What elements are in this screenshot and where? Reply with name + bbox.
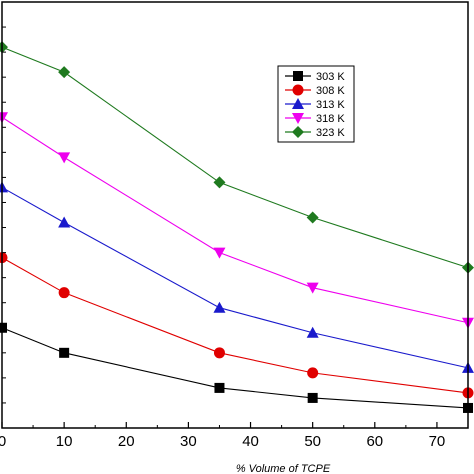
series-line (1, 46, 469, 269)
legend: 303 K 308 K 313 K 318 K 323 K (277, 65, 355, 143)
data-point (58, 66, 71, 79)
legend-marker (292, 126, 304, 138)
data-point (306, 282, 319, 294)
x-tick-label: 0 (0, 433, 6, 450)
legend-marker (292, 113, 304, 124)
series-313-k (0, 181, 474, 373)
legend-marker (292, 84, 304, 96)
x-tick-label: 40 (242, 433, 259, 450)
data-point (59, 347, 70, 358)
legend-marker (292, 98, 304, 109)
x-axis-label: % Volume of TCPE (236, 463, 331, 474)
series-line (1, 327, 469, 409)
legend-label: 318 K (316, 113, 345, 125)
data-point (307, 367, 319, 379)
plot-area (0, 41, 474, 413)
series-323-k (0, 41, 474, 274)
data-point (213, 347, 225, 359)
data-point (213, 176, 226, 189)
x-tick-label: 20 (118, 433, 135, 450)
series-line (1, 257, 469, 394)
legend-label: 313 K (316, 99, 345, 111)
x-tick-label: 30 (180, 433, 197, 450)
data-point (306, 211, 319, 224)
series-303-k (0, 322, 473, 413)
legend-label: 323 K (316, 127, 345, 139)
x-tick-label: 60 (366, 433, 383, 450)
data-point (306, 326, 319, 338)
data-point (58, 287, 70, 299)
series-line (1, 186, 469, 369)
data-point (214, 382, 225, 393)
data-point (0, 181, 8, 193)
series-308-k (0, 252, 474, 399)
data-point (0, 41, 8, 54)
plot-frame (1, 1, 469, 429)
data-point (58, 216, 71, 228)
x-tick-label: 50 (304, 433, 321, 450)
legend-label: 308 K (316, 85, 345, 97)
data-point (0, 112, 8, 124)
data-point (58, 152, 71, 164)
data-point (307, 392, 318, 403)
data-point (213, 301, 226, 313)
x-tick-label: 10 (56, 433, 73, 450)
legend-label: 303 K (316, 71, 345, 83)
series-318-k (0, 112, 474, 329)
legend-marker (293, 71, 303, 81)
axes: 0 10 20 30 40 50 60 70 (0, 1, 469, 450)
series-line (1, 116, 469, 324)
data-point (213, 247, 226, 259)
data-point (0, 252, 8, 264)
x-tick-label: 70 (429, 433, 446, 450)
